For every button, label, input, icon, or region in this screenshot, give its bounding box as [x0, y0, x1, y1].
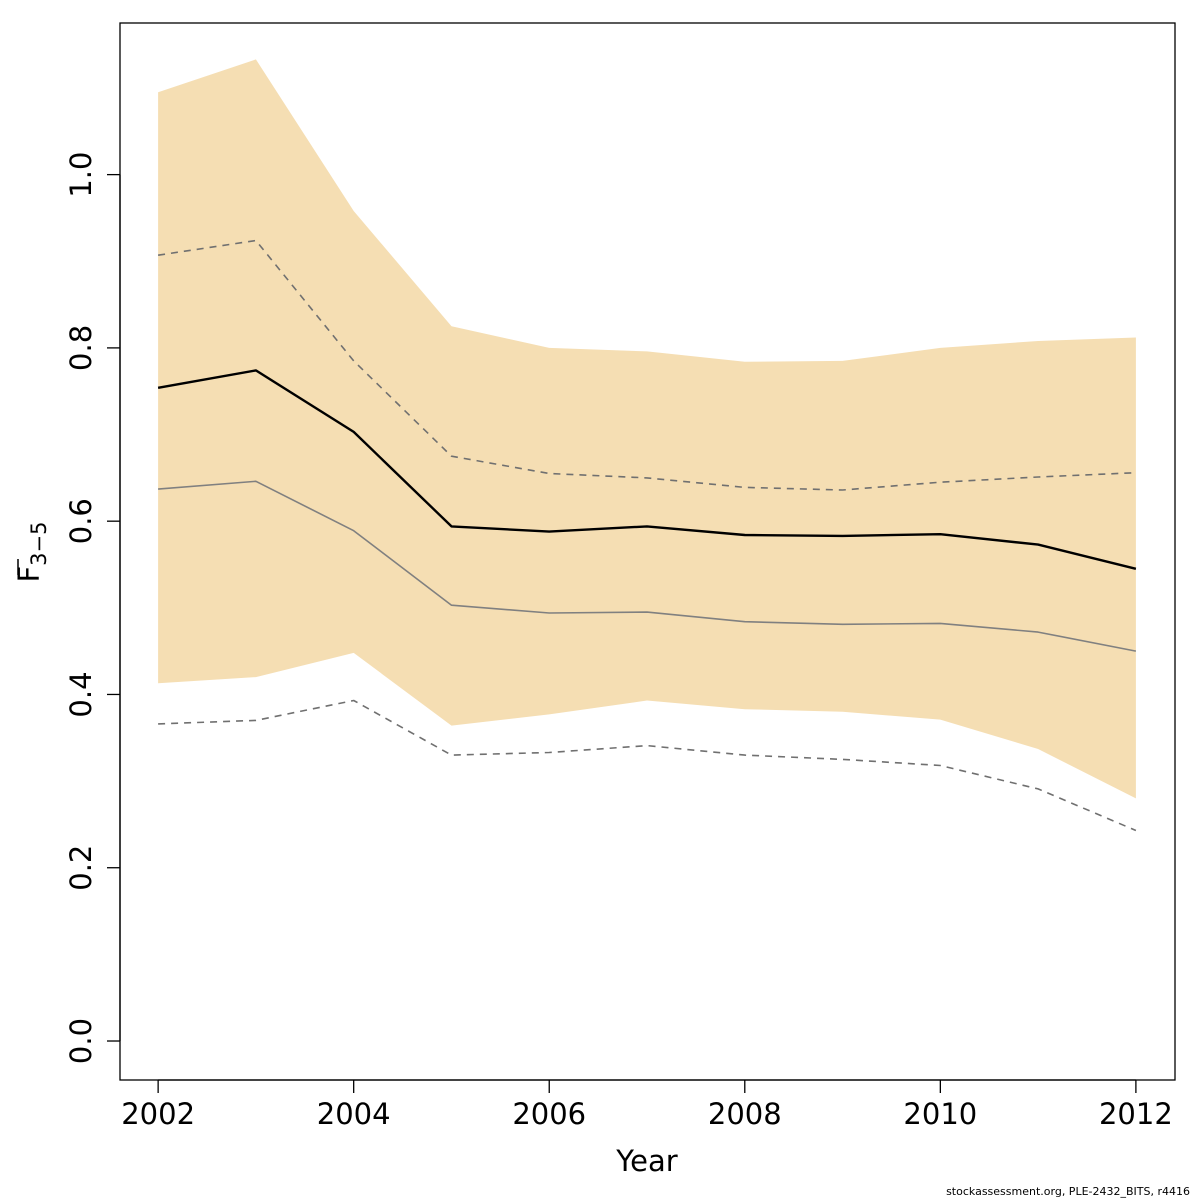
y-tick-label: 0.4: [64, 671, 98, 717]
series-line-3: [157, 239, 1136, 491]
confidence-band: [158, 59, 1136, 799]
y-tick-label: 0.0: [64, 1018, 98, 1064]
series-line-1: [157, 369, 1137, 570]
x-tick-label: 2010: [903, 1097, 977, 1131]
y-axis-title: F3−5: [12, 521, 51, 582]
x-axis: 2002 2004 2006 2008 2010 2012: [121, 1079, 1173, 1131]
footer-credit: stockassessment.org, PLE-2432_BITS, r441…: [946, 1185, 1190, 1198]
series-line-2: [158, 480, 1137, 652]
y-tick-label: 0.6: [64, 498, 98, 544]
svg-text:F3−5: F3−5: [12, 521, 51, 582]
y-tick-label: 0.2: [64, 845, 98, 891]
series-line-4: [158, 699, 1137, 832]
x-axis-title: Year: [615, 1144, 677, 1178]
x-tick-label: 2006: [512, 1097, 586, 1131]
y-axis: 0.0 0.2 0.4 0.6 0.8 1.0: [64, 152, 121, 1064]
y-axis-title-main: F: [12, 566, 46, 583]
y-tick-label: 0.8: [64, 325, 98, 371]
y-axis-title-subscript: 3−5: [27, 521, 51, 565]
x-tick-label: 2012: [1099, 1097, 1173, 1131]
x-tick-label: 2008: [708, 1097, 782, 1131]
x-tick-label: 2004: [317, 1097, 391, 1131]
series-layer: [157, 239, 1137, 832]
x-tick-label: 2002: [121, 1097, 195, 1131]
confidence-band-layer: [158, 59, 1136, 799]
y-tick-label: 1.0: [64, 152, 98, 198]
